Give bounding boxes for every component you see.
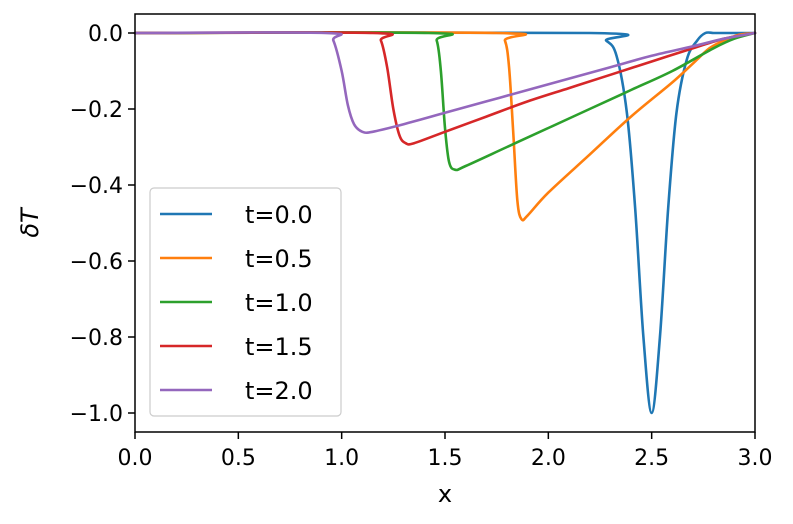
series-line-2: [133, 31, 757, 222]
y-tick-label: 0.0: [88, 22, 123, 47]
y-tick-label: −0.2: [70, 98, 123, 123]
series-layer: [133, 31, 757, 415]
legend-label: t=0.5: [245, 245, 313, 273]
y-tick-label: −1.0: [70, 402, 123, 427]
legend-items: t=0.0 t=0.5 t=1.0 t=1.5 t=2.0: [160, 201, 313, 405]
x-tick-label: 0.0: [118, 446, 153, 471]
x-tick-label: 2.0: [531, 446, 566, 471]
x-axis-ticks: 0.0 0.5 1.0 1.5 2.0 2.5 3.0: [118, 432, 773, 471]
series-line-3: [133, 31, 757, 172]
series-line-4: [133, 31, 757, 146]
legend-label: t=1.5: [245, 333, 313, 361]
legend: t=0.0 t=0.5 t=1.0 t=1.5 t=2.0: [149, 187, 342, 417]
x-tick-label: 1.0: [324, 446, 359, 471]
x-tick-label: 1.5: [428, 446, 463, 471]
y-axis-ticks: 0.0 −0.2 −0.4 −0.6 −0.8 −1.0: [70, 22, 135, 427]
legend-box: [149, 187, 342, 417]
y-axis-label: δT: [16, 206, 44, 238]
x-axis-label: x: [438, 480, 452, 508]
legend-label: t=0.0: [245, 201, 313, 229]
legend-label: t=2.0: [245, 377, 313, 405]
y-tick-label: −0.8: [70, 326, 123, 351]
series-line-5: [133, 31, 757, 135]
legend-label: t=1.0: [245, 289, 313, 317]
x-tick-label: 3.0: [738, 446, 773, 471]
y-tick-label: −0.6: [70, 250, 123, 275]
y-tick-label: −0.4: [70, 174, 123, 199]
x-tick-label: 2.5: [634, 446, 669, 471]
series-line-1: [133, 31, 757, 415]
x-tick-label: 0.5: [221, 446, 256, 471]
